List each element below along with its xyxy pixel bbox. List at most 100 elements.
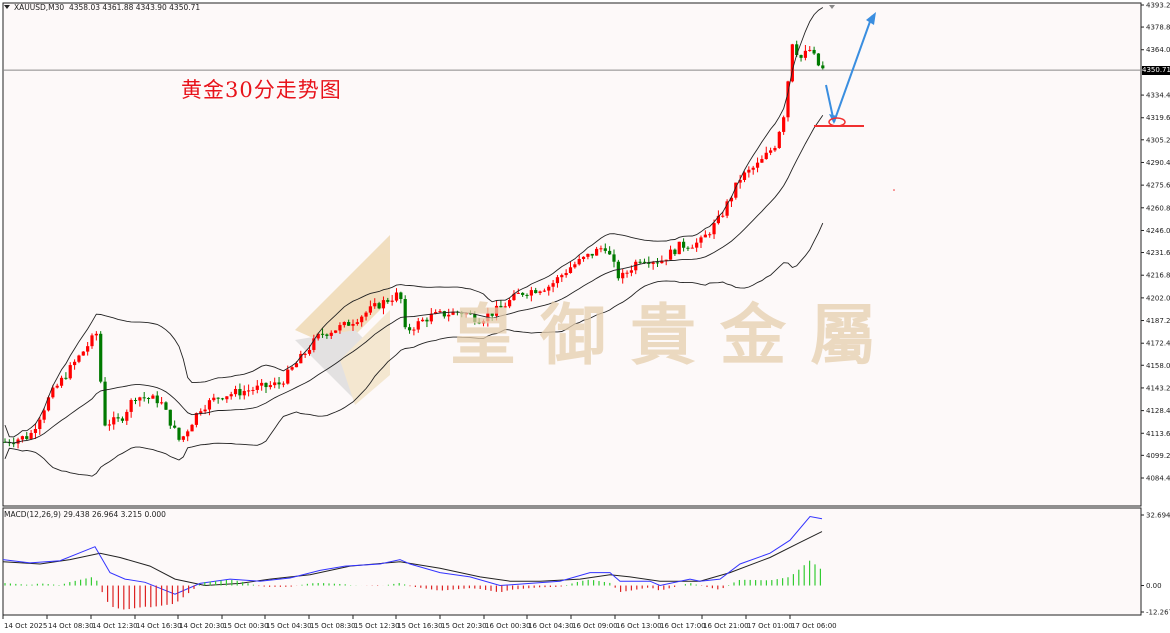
bollinger-lower (4, 222, 824, 477)
price-axis-label: 4393.20 (1146, 2, 1170, 10)
candle-body (329, 332, 333, 336)
price-axis-label: 4319.60 (1146, 114, 1170, 122)
candle-body (320, 333, 325, 335)
candle-body (160, 402, 164, 404)
candle-body (464, 313, 468, 315)
candle-body (660, 260, 664, 264)
candle-body (503, 306, 507, 308)
candle-body (116, 417, 120, 419)
macd-axis-label: 32.694 (1146, 512, 1170, 520)
candle-body (199, 411, 203, 414)
candle-body (547, 286, 551, 291)
candle-body (560, 275, 564, 278)
candle-body (12, 443, 16, 445)
candle-body (529, 290, 533, 296)
price-axis-label: 4290.40 (1146, 159, 1170, 167)
candle-body (407, 327, 412, 331)
candle-body (477, 321, 481, 324)
candle-body (190, 424, 194, 432)
candle-body (434, 312, 438, 314)
candle-body (207, 400, 212, 410)
time-axis-label: 16 Oct 17:00 (660, 622, 706, 630)
time-axis-label: 14 Oct 16:30 (136, 622, 182, 630)
candle-body (686, 247, 690, 249)
candle-body (107, 424, 111, 426)
candle-body (216, 397, 220, 399)
candle-body (94, 333, 98, 336)
candle-body (573, 264, 577, 268)
candle-body (103, 381, 107, 426)
candle-body (51, 387, 55, 398)
macd-main-line (2, 515, 823, 595)
candle-body (373, 303, 377, 307)
price-axis-label: 4143.20 (1146, 384, 1170, 392)
candle-body (468, 313, 473, 315)
candle-body (421, 319, 425, 322)
candle-body (390, 300, 394, 302)
candle-body (338, 325, 342, 331)
candle-body (120, 418, 125, 421)
candle-body (73, 361, 77, 366)
price-axis-label: 4187.20 (1146, 317, 1170, 325)
candle-body (712, 223, 716, 235)
candle-body (790, 44, 794, 82)
candle-body (173, 425, 177, 428)
candle-body (516, 292, 520, 294)
candle-body (738, 179, 742, 183)
time-axis-label: 16 Oct 13:00 (616, 622, 662, 630)
candle-body (360, 316, 364, 323)
candle-body (220, 398, 225, 400)
candle-body (138, 397, 142, 401)
candle-body (542, 290, 546, 292)
price-axis-label: 4172.40 (1146, 340, 1170, 348)
candle-body (508, 300, 512, 307)
candle-body (451, 311, 455, 315)
collapse-triangle-icon[interactable] (4, 5, 10, 9)
candle-body (233, 388, 238, 395)
macd-pane (2, 507, 1142, 616)
candle-body (564, 273, 568, 276)
candle-body (416, 321, 420, 330)
candle-body (447, 314, 451, 317)
chart-header: XAUUSD,M30 4358.03 4361.88 4343.90 4350.… (4, 3, 200, 12)
candle-body (599, 248, 603, 250)
candle-body (777, 131, 781, 148)
candle-body (29, 432, 33, 439)
candle-body (551, 283, 555, 287)
time-axis-label: 15 Oct 08:30 (310, 622, 356, 630)
candle-body (729, 197, 734, 202)
candle-body (751, 167, 755, 170)
candle-body (290, 367, 294, 370)
candle-body (403, 298, 407, 328)
candle-body (38, 419, 42, 430)
candle-body (764, 152, 768, 160)
candle-body (603, 248, 607, 251)
current-price-tag: 4350.71 (1142, 66, 1170, 75)
price-axis-label: 4378.80 (1146, 24, 1170, 32)
candle-body (164, 402, 168, 410)
price-axis-label: 4334.40 (1146, 92, 1170, 100)
candle-body (642, 261, 647, 263)
candle-body (581, 256, 586, 260)
candle-body (203, 409, 207, 412)
price-axis-label: 4113.60 (1146, 430, 1170, 438)
candle-body (334, 330, 338, 333)
time-axis-label: 15 Oct 16:30 (397, 622, 443, 630)
candle-body (42, 410, 46, 420)
time-axis-label: 15 Oct 04:30 (266, 622, 312, 630)
watermark-text: 皇御貴金屬 (450, 296, 900, 374)
candle-body (577, 259, 581, 265)
candle-body (425, 319, 429, 322)
candle-body (668, 249, 673, 260)
candle-body (59, 377, 64, 386)
price-axis-label: 4099.20 (1146, 452, 1170, 460)
candle-body (534, 290, 538, 294)
candle-body (64, 377, 68, 379)
candle-body (673, 249, 677, 255)
candle-body (782, 117, 786, 132)
candle-body (386, 300, 390, 302)
candle-body (81, 351, 85, 356)
candle-body (225, 396, 229, 400)
candle-body (268, 385, 272, 388)
